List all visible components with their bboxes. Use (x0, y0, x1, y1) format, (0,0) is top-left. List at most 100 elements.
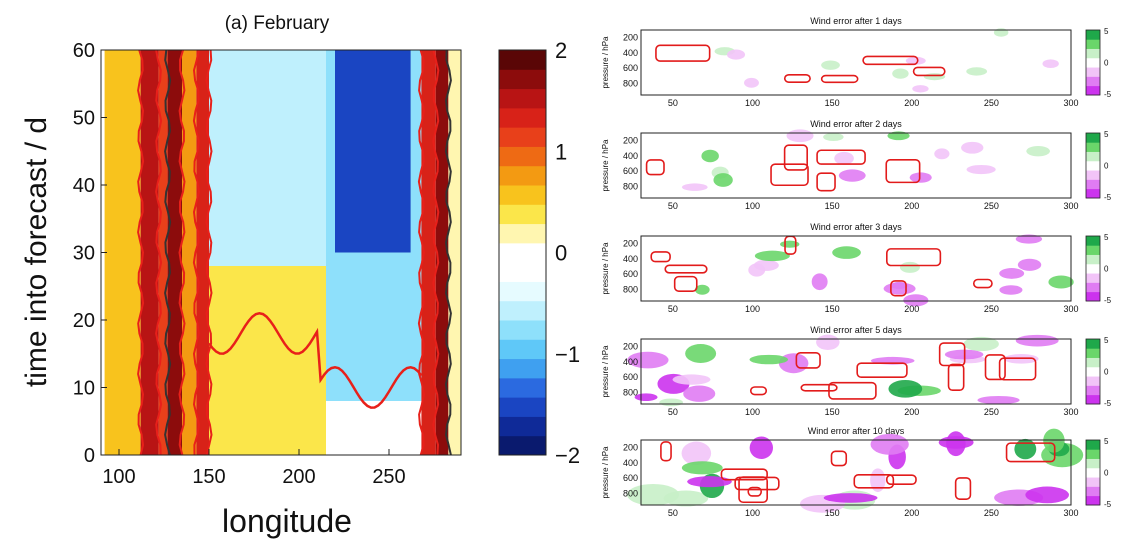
colorbar-frame (498, 49, 547, 456)
error-blob (892, 68, 909, 79)
longitude-tick-label: 300 (1063, 304, 1078, 314)
wind-error-panel-title: Wind error after 2 days (810, 119, 902, 129)
error-contour (885, 474, 917, 486)
panel-colorbar-frame (1085, 132, 1101, 199)
error-blob (1026, 145, 1050, 157)
error-blob (977, 395, 1020, 405)
colorbar-tick-label: 0 (555, 241, 567, 266)
error-blob (816, 334, 840, 350)
error-blob (909, 172, 932, 183)
february-y-axis-label: time into forecast / d (20, 117, 53, 387)
panel-colorbar-swatch (1086, 236, 1100, 246)
error-blob (887, 131, 910, 141)
error-blob (744, 77, 759, 88)
y-tick-label: 0 (84, 445, 95, 467)
x-tick-label: 100 (102, 466, 135, 488)
longitude-tick-label: 200 (904, 201, 919, 211)
panel-colorbar-swatch (1086, 39, 1100, 49)
panel-colorbar-label: -5 (1104, 399, 1112, 408)
heatmap-region-1 (140, 50, 159, 455)
panel-colorbar-swatch (1086, 477, 1100, 487)
error-blob (1048, 275, 1074, 289)
longitude-tick-label: 150 (825, 201, 840, 211)
panel-colorbar-swatch (1086, 254, 1100, 265)
pressure-tick-label: 600 (623, 473, 638, 483)
longitude-tick-label: 200 (904, 98, 919, 108)
panel-colorbar-label: -5 (1104, 90, 1112, 99)
error-contour (770, 163, 809, 187)
error-blob (1015, 334, 1059, 347)
error-contour (795, 352, 821, 369)
error-blob (749, 354, 789, 365)
error-blob (870, 433, 909, 455)
pressure-tick-label: 400 (623, 48, 638, 58)
longitude-tick-label: 100 (745, 201, 760, 211)
longitude-tick-label: 150 (825, 508, 840, 518)
error-blob (659, 398, 683, 407)
colorbar-swatch-17 (499, 107, 546, 128)
heatmap-region-6 (209, 50, 326, 266)
colorbar-swatch-16 (499, 127, 546, 147)
panel-background (641, 133, 1071, 198)
error-contour (660, 441, 672, 462)
error-contour (856, 362, 908, 378)
contour-line-5 (205, 49, 213, 456)
longitude-tick-label: 50 (668, 304, 678, 314)
contour-line-8 (444, 49, 452, 456)
wind-error-panel-2: Wind error after 3 days 200 400 600 800 press… (601, 222, 1112, 314)
panel-colorbar-label: 0 (1104, 162, 1109, 171)
panel-colorbar-swatch (1086, 188, 1100, 199)
pressure-tick-label: 200 (623, 33, 638, 43)
error-contour (720, 468, 768, 481)
error-blob (961, 141, 984, 154)
error-blob (823, 132, 844, 142)
error-blob (811, 273, 828, 291)
longitude-tick-label: 300 (1063, 407, 1078, 417)
colorbar-swatch-12 (499, 204, 546, 225)
pressure-tick-label: 800 (623, 285, 638, 295)
longitude-tick-label: 200 (904, 304, 919, 314)
error-blob (681, 461, 723, 475)
pressure-tick-label: 600 (623, 269, 638, 279)
error-contour (890, 280, 907, 297)
heatmap-region-9 (209, 266, 326, 455)
error-blob (923, 73, 946, 81)
pressure-tick-label: 600 (623, 166, 638, 176)
heatmap-region-8 (335, 50, 411, 253)
error-blob (786, 129, 814, 143)
panel-frame (640, 235, 1072, 302)
panel-colorbar-frame (1085, 439, 1101, 506)
panel-colorbar-label: 0 (1104, 469, 1109, 478)
error-contour (954, 477, 972, 500)
panel-colorbar-swatch (1086, 57, 1100, 68)
colorbar-swatch-0 (499, 435, 546, 456)
error-blob (999, 285, 1023, 295)
pressure-tick-label: 800 (623, 489, 638, 499)
error-blob (823, 493, 878, 503)
colorbar-swatch-20 (499, 50, 546, 70)
pressure-tick-label: 400 (623, 458, 638, 468)
panel-colorbar-swatch (1086, 282, 1100, 293)
longitude-tick-label: 250 (984, 98, 999, 108)
error-contour (885, 158, 921, 184)
error-contour (862, 55, 919, 66)
panel-colorbar-swatch (1086, 486, 1100, 497)
panel-colorbar-swatch (1086, 449, 1100, 459)
longitude-tick-label: 300 (1063, 201, 1078, 211)
error-contour (938, 342, 966, 367)
panel-colorbar-frame (1085, 29, 1101, 96)
longitude-tick-label: 50 (668, 508, 678, 518)
panel-colorbar-swatch (1086, 440, 1100, 450)
pressure-tick-label: 600 (623, 63, 638, 73)
pressure-tick-label: 800 (623, 388, 638, 398)
error-blob (1015, 234, 1043, 244)
error-contour (655, 44, 711, 62)
colorbar-swatch-3 (499, 377, 546, 398)
panel-background (641, 30, 1071, 95)
error-contour (664, 264, 708, 274)
february-y-ticks: 0 10 20 30 40 50 60 (73, 40, 107, 467)
error-blob (966, 67, 988, 76)
longitude-tick-label: 300 (1063, 98, 1078, 108)
